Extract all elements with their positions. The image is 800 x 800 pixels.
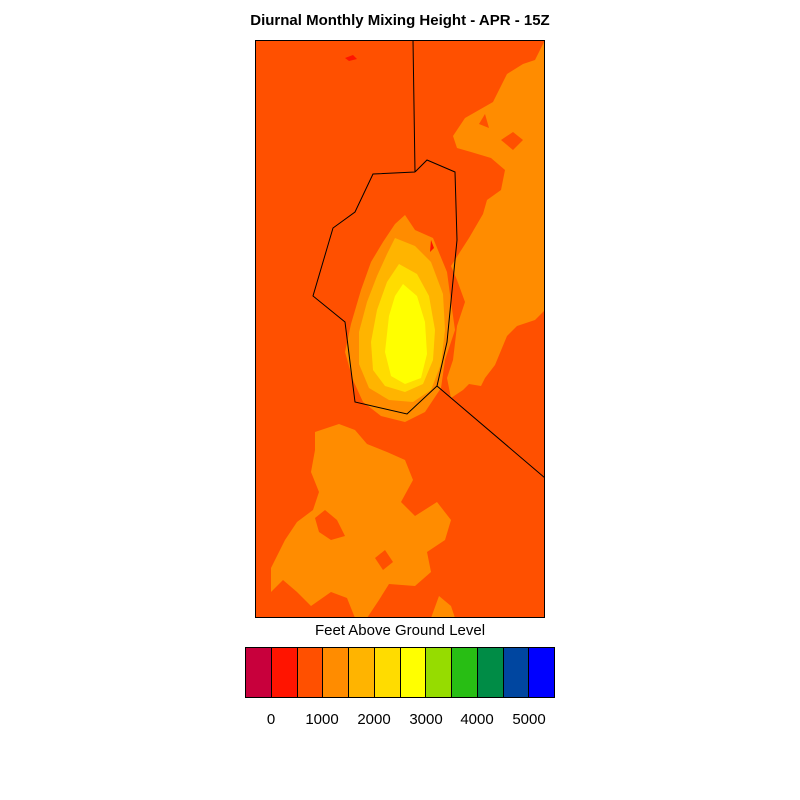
contour-red-spot-north <box>345 55 357 61</box>
colorbar-swatch <box>529 648 554 697</box>
boundary-southeast <box>436 385 545 479</box>
colorbar-tick-label: 2000 <box>357 711 391 728</box>
contour-pocket-4 <box>375 550 393 570</box>
contour-orange-south-tip <box>431 596 455 618</box>
colorbar-tick-label: 3000 <box>409 711 443 728</box>
colorbar-swatch <box>426 648 452 697</box>
contour-orange-southwest <box>271 424 451 618</box>
contour-pocket-1 <box>501 132 523 150</box>
colorbar-swatch <box>246 648 272 697</box>
colorbar-swatch <box>477 648 504 697</box>
contour-level-2500 <box>385 284 427 384</box>
boundary-north <box>412 40 416 173</box>
colorbar-swatch <box>349 648 375 697</box>
colorbar-swatch <box>503 648 530 697</box>
colorbar-tick-label: 5000 <box>512 711 546 728</box>
contour-orange-northeast <box>447 40 545 398</box>
colorbar-tick-label: 1000 <box>305 711 339 728</box>
contour-red-spot-center <box>430 240 434 252</box>
boundary-lines <box>312 40 545 479</box>
boundary-region-outline <box>312 159 458 415</box>
colorbar-title: Feet Above Ground Level <box>314 622 486 639</box>
colorbar-swatch <box>271 648 298 697</box>
colorbar-tick-label: 0 <box>266 711 276 728</box>
colorbar-swatch <box>452 648 478 697</box>
map-frame <box>255 40 545 618</box>
colorbar-swatch <box>297 648 324 697</box>
contour-pocket-2 <box>479 114 489 128</box>
map-title: Diurnal Monthly Mixing Height - APR - 15… <box>250 12 550 29</box>
contour-map <box>255 40 545 618</box>
colorbar-swatch <box>400 648 427 697</box>
colorbar-swatch <box>323 648 349 697</box>
colorbar-tick-label: 4000 <box>460 711 494 728</box>
colorbar-swatch <box>374 648 401 697</box>
contour-pocket-3 <box>315 510 345 540</box>
colorbar <box>245 647 555 698</box>
